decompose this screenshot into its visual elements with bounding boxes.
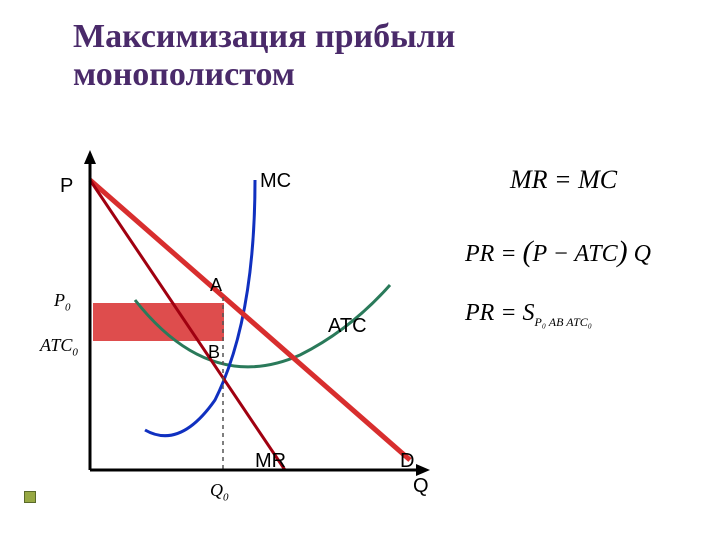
label-atc: ATC	[328, 315, 367, 338]
title-line2: монополистом	[73, 56, 295, 93]
y-axis-arrow	[84, 150, 96, 164]
label-b: B	[208, 342, 220, 363]
chart-area: P MC A B ATC MR D Q P0 ATC0 Q0	[60, 150, 430, 510]
title-line1: Максимизация прибыли	[73, 18, 455, 55]
slide-title: Максимизация прибыли монополистом	[73, 18, 455, 94]
label-mr: MR	[255, 450, 286, 473]
label-q: Q	[413, 475, 429, 498]
equation-mr-mc: MR = MC	[510, 165, 617, 195]
equation-pr-patcq: PR = ((P − ATC) QP − ATC) Q	[465, 235, 651, 269]
label-p: P	[60, 175, 73, 198]
label-d: D	[400, 450, 414, 473]
profit-rect	[93, 303, 224, 341]
slide-bullet	[24, 491, 36, 503]
equation-pr-s: PR = SP₀ AB ATC₀	[465, 300, 592, 330]
label-a: A	[210, 275, 222, 296]
label-q0: Q0	[210, 480, 229, 504]
label-atc0: ATC0	[40, 335, 78, 359]
label-p0: P0	[54, 290, 71, 314]
chart-svg	[60, 150, 430, 510]
label-mc: MC	[260, 170, 291, 193]
